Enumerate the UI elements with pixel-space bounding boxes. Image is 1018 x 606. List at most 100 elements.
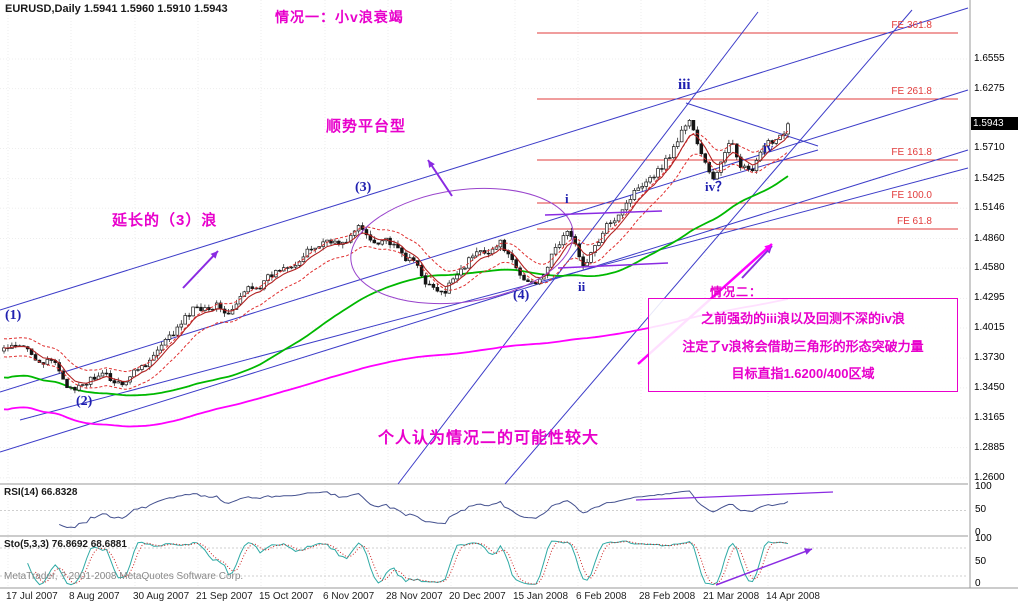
arrow-head	[210, 251, 218, 259]
price-scale-label: 1.4580	[974, 262, 1005, 274]
annotation-scenario1: 情况一：小v浪衰竭	[275, 9, 404, 25]
rsi-name: RSI(14)	[4, 487, 39, 498]
price-scale-label: 1.2600	[974, 471, 1005, 483]
price-scale-label: 1.3730	[974, 352, 1005, 364]
date-axis-label: 20 Dec 2007	[449, 591, 506, 602]
rsi-line	[59, 490, 789, 529]
wave-label: (4)	[513, 288, 530, 303]
rsi-pane-label: RSI(14) 66.8328	[4, 487, 77, 498]
ma-band-upper	[3, 130, 789, 373]
scenario2-line-3: 目标直指1.6200/400区域	[731, 366, 875, 382]
date-axis-label: 8 Aug 2007	[69, 591, 120, 602]
price-scale-label: 1.6275	[974, 82, 1005, 94]
ma-fast-line	[3, 133, 789, 384]
scenario2-line-1: 之前强劲的iii浪以及回测不深的iv浪	[701, 310, 905, 326]
wave-label: i	[565, 191, 569, 206]
sto-value-main: 76.8692	[51, 539, 88, 550]
price-scale-label: 1.4295	[974, 292, 1005, 304]
stochastic-main-line	[27, 540, 789, 586]
date-axis-label: 6 Feb 2008	[576, 591, 627, 602]
wave-label: (2)	[76, 394, 93, 409]
rsi-scale-label: 100	[975, 481, 992, 492]
date-axis-label: 17 Jul 2007	[6, 591, 58, 602]
wave-label: (3)	[355, 180, 372, 195]
current-price-badge: 1.5943	[971, 117, 1018, 130]
annotation-personal-opinion: 个人认为情况二的可能性较大	[378, 430, 600, 447]
sto-value-signal: 68.6881	[90, 539, 127, 550]
fib-label: FE 161.8	[891, 147, 932, 158]
ohlc-values: 1.5941 1.5960 1.5910 1.5943	[83, 3, 228, 15]
date-axis-label: 15 Jan 2008	[513, 591, 569, 602]
annotation-platform: 顺势平台型	[326, 118, 407, 135]
arrow-head	[428, 160, 435, 168]
date-axis-label: 6 Nov 2007	[323, 591, 375, 602]
rsi-scale-label: 0	[975, 527, 981, 538]
trendline	[712, 149, 819, 181]
stochastic-scale-label: 50	[975, 556, 987, 567]
price-scale-label: 1.4860	[974, 232, 1005, 244]
wave-label: (1)	[5, 308, 22, 323]
arrow-line	[741, 245, 773, 279]
trendline	[0, 89, 969, 393]
price-scale-label: 1.5710	[974, 142, 1005, 154]
ma-band-lower	[3, 151, 789, 390]
price-scale-label: 1.5146	[974, 202, 1005, 214]
fib-label: FE 261.8	[891, 86, 932, 97]
chart-title: EURUSD,Daily 1.5941 1.5960 1.5910 1.5943	[5, 3, 228, 15]
rsi-value: 66.8328	[41, 487, 78, 498]
arrow-head	[804, 548, 812, 555]
symbol-period-label: EURUSD,Daily	[5, 3, 81, 15]
stochastic-scale-label: 100	[975, 533, 992, 544]
consolidation-ellipse	[350, 187, 574, 305]
trendline	[685, 102, 819, 147]
scenario2-line-2: 注定了v浪将会借助三角形的形态突破力量	[682, 338, 924, 354]
stochastic-scale-label: 0	[975, 578, 981, 589]
price-scale-label: 1.3450	[974, 381, 1005, 393]
date-axis-label: 14 Apr 2008	[766, 591, 820, 602]
trendlines	[0, 7, 969, 485]
ma-mid-line	[3, 175, 789, 397]
date-axis-label: 28 Feb 2008	[639, 591, 696, 602]
price-scale-label: 1.3165	[974, 412, 1005, 423]
price-scale-label: 1.4015	[974, 321, 1005, 333]
trendline	[0, 7, 969, 311]
date-axis-label: 15 Oct 2007	[259, 591, 314, 602]
fib-label: FE 100.0	[891, 190, 932, 201]
rsi-trendline	[635, 491, 834, 501]
copyright-text: MetaTrader, ? 2001-2008 MetaQuotes Softw…	[4, 571, 244, 582]
price-scale-label: 1.2885	[974, 441, 1005, 453]
candlestick-series	[2, 118, 790, 394]
annotation-scenario2-box: 之前强劲的iii浪以及回测不深的iv浪 注定了v浪将会借助三角形的形态突破力量 …	[648, 298, 958, 392]
wave-label: ii	[578, 279, 586, 294]
wave-label: iv？	[705, 179, 729, 194]
date-axis-label: 21 Sep 2007	[196, 591, 253, 602]
trendline	[19, 167, 969, 421]
platform-line	[544, 210, 663, 216]
wave-label: iv	[763, 140, 774, 155]
trendline	[0, 149, 969, 453]
date-axis-label: 30 Aug 2007	[133, 591, 190, 602]
arrow-line	[182, 250, 219, 289]
fib-label: FE 361.8	[891, 20, 932, 31]
ma-fast-group	[3, 130, 789, 390]
indicator-panes	[0, 490, 968, 586]
annotation-scenario2-title: 情况二：	[710, 285, 763, 299]
annotation-extended-wave3: 延长的（3）浪	[112, 212, 218, 229]
grid-layer	[0, 0, 968, 588]
arrow-line	[427, 159, 453, 197]
date-axis-label: 21 Mar 2008	[703, 591, 760, 602]
pane-separators	[0, 0, 1018, 589]
price-scale-label: 1.6555	[974, 53, 1005, 64]
rsi-scale-label: 50	[975, 504, 987, 515]
arrow-line	[715, 548, 813, 586]
platform-line	[557, 262, 669, 269]
trendline	[504, 9, 913, 485]
stochastic-pane-label: Sto(5,3,3) 76.8692 68.6881	[4, 539, 127, 550]
arrow-head	[764, 244, 772, 252]
price-scale-label: 1.5425	[974, 172, 1005, 184]
sto-name: Sto(5,3,3)	[4, 539, 50, 550]
wave-label: iii	[678, 77, 691, 93]
fib-label: FE 61.8	[896, 216, 932, 227]
